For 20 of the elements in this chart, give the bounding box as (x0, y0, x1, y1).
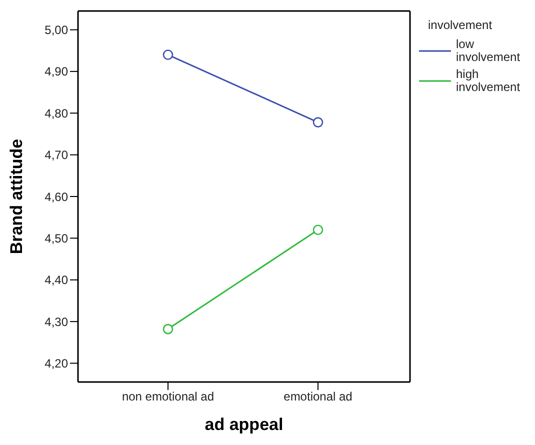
legend-title: involvement (428, 18, 494, 32)
y-tick-label: 4,90 (44, 64, 68, 79)
point (312, 117, 324, 128)
point (312, 224, 324, 235)
x-tick-label: emotional ad (284, 390, 352, 404)
y-tick-label: 4,80 (44, 106, 68, 120)
legend-label: low involvement (456, 37, 522, 64)
y-tick-label: 4,70 (44, 148, 68, 162)
y-tick-label: 4,30 (44, 314, 68, 329)
point (162, 50, 174, 60)
y-tick-label: 4,60 (44, 190, 68, 204)
y-tick-label: 4,40 (44, 273, 68, 288)
x-tick-label: non emotional ad (122, 390, 214, 404)
point (162, 324, 174, 334)
y-axis-title: Brand attitude (7, 138, 26, 254)
legend-label: high involvement (456, 67, 522, 94)
y-tick-label: 4,50 (44, 231, 68, 246)
y-tick-label: 4,20 (44, 356, 68, 370)
y-tick-label: 5,00 (44, 23, 68, 38)
x-axis-title: ad appeal (204, 415, 284, 434)
